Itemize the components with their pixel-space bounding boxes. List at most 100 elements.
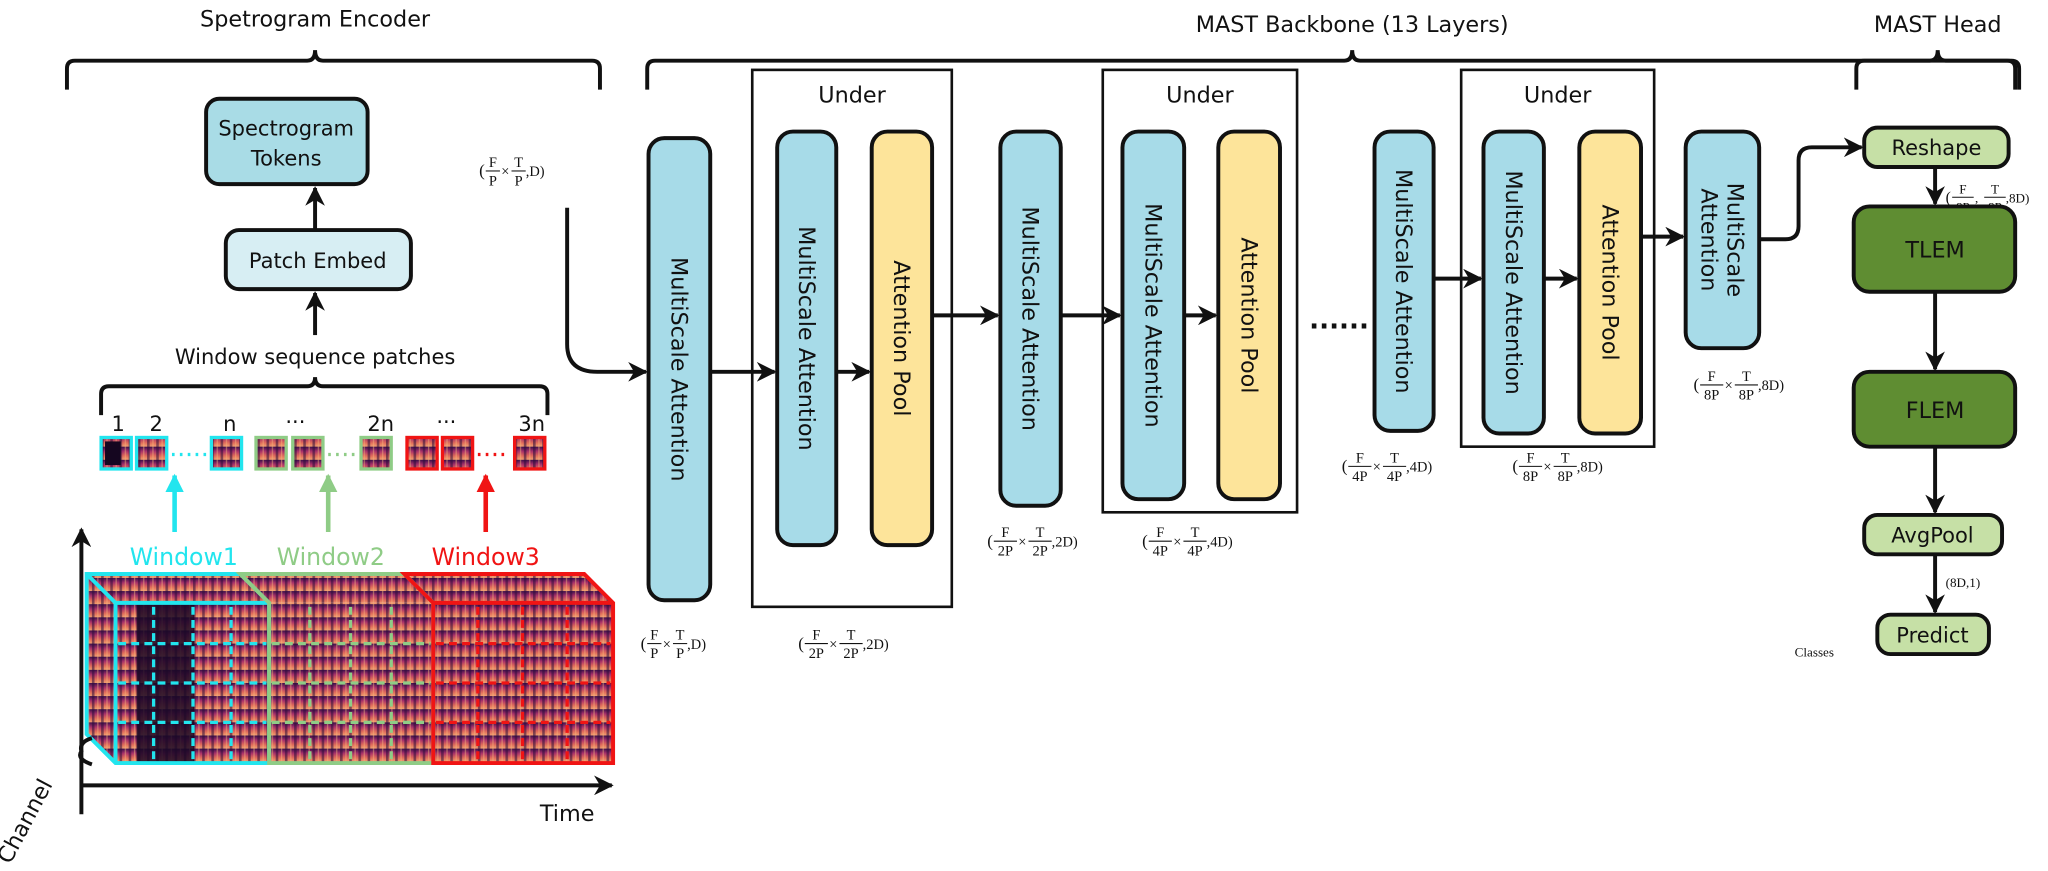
shape-open: ( <box>1946 189 1951 206</box>
shape-denominator: 4P <box>1153 544 1168 560</box>
under-label: Under <box>1524 83 1592 109</box>
shape-denominator: 8P <box>1704 387 1719 403</box>
shape-open: ( <box>1512 457 1518 476</box>
tensor-shape-label: (F4P×T4P,4D) <box>1142 525 1233 559</box>
block-label: Attention Pool <box>888 260 914 416</box>
shape-tail: ,2D) <box>863 637 889 653</box>
window2-label: Window2 <box>277 543 385 571</box>
encoder-title: Spetrogram Encoder <box>200 7 431 33</box>
patch-number: n <box>223 412 236 436</box>
block-label: MultiScale Attention <box>793 226 819 450</box>
shape-open: ( <box>1342 457 1348 476</box>
under-group-box <box>750 68 954 609</box>
shape-numerator: T <box>1191 525 1200 541</box>
shape-tail: ,D) <box>526 164 545 180</box>
shape-tail: ,8D) <box>2006 190 2030 205</box>
shape-numerator: T <box>1036 525 1045 541</box>
shape-tail: ,2D) <box>1052 534 1078 550</box>
shape-numerator: F <box>1708 369 1716 385</box>
spectrogram-cube <box>78 572 616 767</box>
flem-label: FLEM <box>1906 398 1965 424</box>
head-title: MAST Head <box>1874 12 2002 38</box>
patch-number: ... <box>285 404 305 428</box>
under-label: Under <box>1166 83 1234 109</box>
tensor-shape-label: (F 2P × T 2P ,2D) <box>798 628 889 662</box>
patch-tile <box>134 435 169 471</box>
block-label-line2: Attention <box>1695 188 1721 291</box>
reshape-block: Reshape <box>1862 125 2011 169</box>
shape-numerator: T <box>1390 450 1399 466</box>
shape-tail: ,D) <box>687 637 706 653</box>
shape-operator: × <box>1725 378 1733 394</box>
multiscale-attention-block: MultiScale Attention <box>646 136 713 603</box>
patch-tile <box>209 435 244 471</box>
reshape-label: Reshape <box>1891 136 1981 160</box>
tlem-block: TLEM <box>1851 204 2018 294</box>
shape-open: ( <box>1694 375 1700 394</box>
shape-operator: , <box>1975 190 1978 205</box>
shape-open: ( <box>1142 531 1148 550</box>
patch-embed-block: Patch Embed <box>223 228 413 292</box>
channel-axis-label: Channel <box>0 775 58 868</box>
shape-numerator: T <box>1561 450 1570 466</box>
under-label: Under <box>818 83 886 109</box>
window-sequence-patches-label: Window sequence patches <box>175 345 456 369</box>
shape-numerator: T <box>847 628 856 644</box>
shape-denominator: 2P <box>998 544 1013 560</box>
under-group-box <box>1459 68 1656 448</box>
block-label: MultiScale Attention <box>666 257 692 481</box>
shape-operator: × <box>1373 460 1381 476</box>
classes-label: Classes <box>1795 645 1834 660</box>
multiscale-attention-block: MultiScale Attention <box>775 129 839 548</box>
shape-numerator: F <box>1959 181 1966 196</box>
patch-numbers: 1 2 n... 2n... 3n <box>111 404 545 436</box>
shape-operator: × <box>1543 460 1551 476</box>
layers-ellipsis: ...... <box>1309 306 1369 336</box>
window-patches <box>99 435 547 471</box>
shape-tail: ,8D) <box>1577 460 1603 476</box>
shape-numerator: F <box>1356 450 1364 466</box>
block-label: MultiScale Attention <box>1500 170 1526 394</box>
block-label: MultiScale Attention <box>1390 169 1416 393</box>
window3-label: Window3 <box>432 543 540 571</box>
arrow-encoder-to-backbone <box>565 207 648 382</box>
shape-denominator: 4P <box>1387 469 1402 485</box>
predict-label: Predict <box>1896 623 1968 647</box>
shape-operator: × <box>829 637 837 653</box>
attention-pool-block: Attention Pool <box>1216 129 1282 502</box>
shape-denominator: P <box>676 646 684 662</box>
backbone-title: MAST Backbone (13 Layers) <box>1196 12 1509 38</box>
spectrogram-tokens-block: Spectrogram Tokens <box>204 96 370 187</box>
shape-numerator: F <box>1526 450 1534 466</box>
patch-tile <box>405 435 439 471</box>
multiscale-attention-block: MultiScale Attention <box>1120 129 1187 502</box>
patches-brace <box>99 376 550 416</box>
avgpool-label: AvgPool <box>1891 523 1973 547</box>
block-label: Attention Pool <box>1596 204 1622 360</box>
attention-pool-block: Attention Pool <box>1577 129 1643 436</box>
shape-denominator: 8P <box>1558 469 1573 485</box>
predict-block: Predict <box>1875 612 1991 657</box>
patch-tile <box>291 435 325 471</box>
block-label: MultiScale Attention <box>1017 206 1043 430</box>
patch-number: 1 <box>111 412 124 436</box>
shape-numerator: F <box>1156 525 1164 541</box>
shape-tail: ,4D) <box>1207 534 1233 550</box>
tensor-shape-label: (F4P×T4P,4D) <box>1342 450 1433 484</box>
shape-denominator: 2P <box>809 646 824 662</box>
shape-denominator: 4P <box>1187 544 1202 560</box>
shape-denominator: P <box>515 173 523 189</box>
shape-numerator: T <box>1742 369 1751 385</box>
shape-operator: × <box>501 164 509 180</box>
block-label: MultiScale Attention <box>1139 203 1165 427</box>
patch-number: 2 <box>150 412 163 436</box>
shape-open: ( <box>641 634 647 653</box>
patch-tile <box>512 435 547 471</box>
patch-number: 3n <box>518 412 545 436</box>
tensor-shape-label: (F8P×T8P,8D) <box>1694 369 1785 403</box>
head-brace <box>1854 50 2022 90</box>
cube-side-face <box>86 574 116 764</box>
tokens-label-line1: Spectrogram <box>218 117 354 141</box>
shape-open: ( <box>798 634 804 653</box>
